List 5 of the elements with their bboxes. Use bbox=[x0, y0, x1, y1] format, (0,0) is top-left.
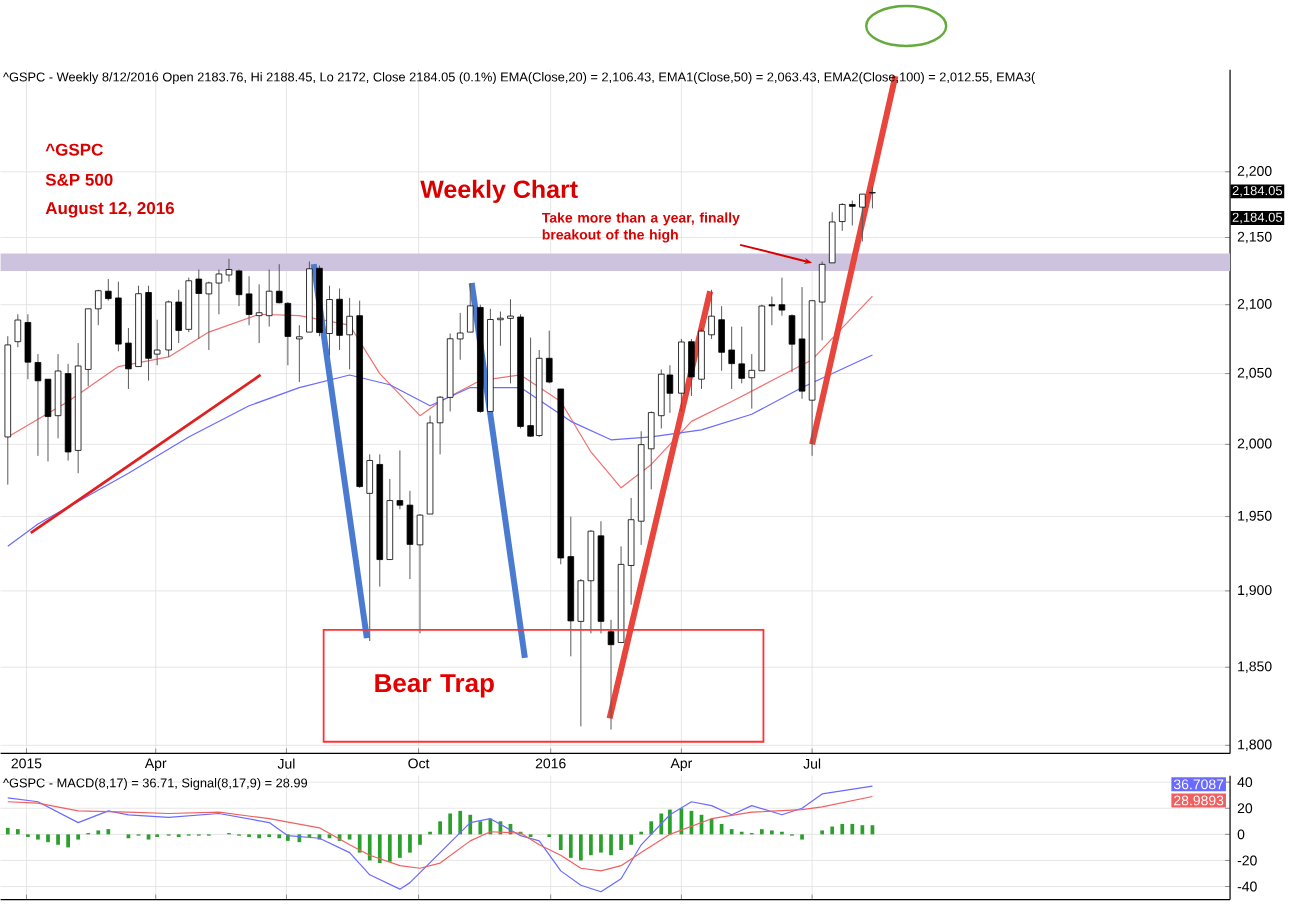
annotation: Weekly Chart bbox=[420, 180, 578, 204]
annotation: Bear Trap bbox=[375, 674, 494, 698]
annotation: ^GSPC bbox=[45, 144, 103, 157]
annotation: S&P 500 bbox=[45, 174, 113, 187]
annotation: August 12, 2016 bbox=[45, 202, 175, 218]
